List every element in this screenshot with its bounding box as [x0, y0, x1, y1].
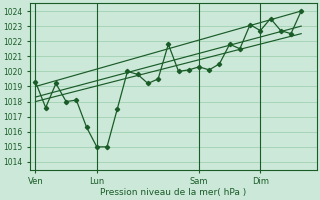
- X-axis label: Pression niveau de la mer( hPa ): Pression niveau de la mer( hPa ): [100, 188, 247, 197]
